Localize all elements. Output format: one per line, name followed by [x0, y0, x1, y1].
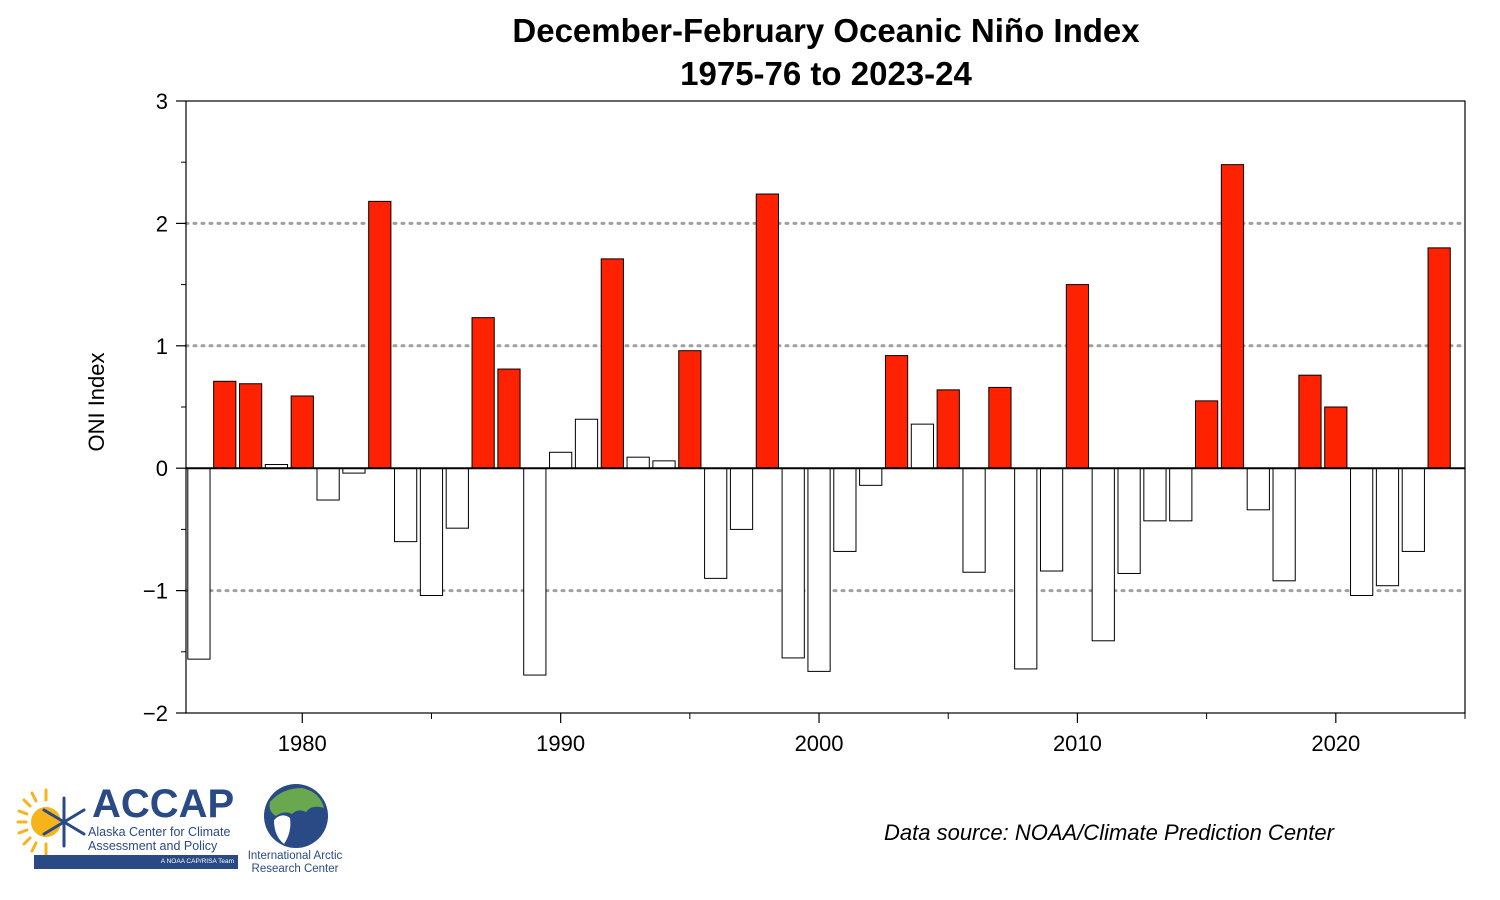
y-tick-label: −2 — [143, 701, 168, 726]
bar-2003 — [884, 355, 909, 469]
accap-name: ACCAP — [92, 782, 235, 826]
accap-tagline: A NOAA CAP/RISA Team — [34, 855, 238, 869]
bar-2014 — [1169, 467, 1193, 522]
bar-1991 — [574, 418, 599, 469]
bar-2006 — [962, 467, 986, 573]
bar-2016 — [1220, 164, 1245, 469]
bar-2012 — [1117, 467, 1141, 574]
x-tick-label: 1990 — [536, 731, 585, 756]
bar-1978 — [238, 383, 263, 469]
bar-1999 — [781, 467, 805, 659]
bar-1983 — [368, 200, 392, 469]
bar-2002 — [859, 467, 883, 486]
bar-2007 — [988, 386, 1012, 469]
bar-2020 — [1324, 406, 1348, 469]
bar-2019 — [1298, 374, 1322, 469]
bar-2010 — [1065, 284, 1090, 469]
bar-1994 — [652, 460, 676, 469]
x-tick-label: 2000 — [795, 731, 844, 756]
bar-1985 — [419, 467, 444, 596]
bar-1998 — [755, 193, 779, 469]
bar-1992 — [600, 258, 624, 469]
bar-1984 — [394, 467, 418, 543]
y-tick-label: 0 — [156, 456, 168, 481]
y-axis-label: ONI Index — [84, 352, 109, 451]
y-tick-label: 1 — [156, 334, 168, 359]
bar-1987 — [471, 317, 495, 469]
accap-line-2: Assessment and Policy — [88, 839, 218, 853]
bar-1996 — [704, 467, 728, 579]
accap-subtitle: Alaska Center for Climate Assessment and… — [88, 825, 230, 853]
x-tick-label: 2020 — [1311, 731, 1360, 756]
iarc-name: International Arctic Research Center — [236, 850, 354, 876]
bar-2023 — [1401, 467, 1425, 552]
chart-title: December-February Oceanic Niño Index — [512, 12, 1140, 49]
bar-1993 — [626, 456, 650, 469]
x-tick-label: 1980 — [278, 731, 327, 756]
y-tick-label: −1 — [143, 579, 168, 604]
chart-subtitle: 1975-76 to 2023-24 — [680, 55, 972, 92]
bar-2024 — [1427, 247, 1451, 469]
bar-2001 — [833, 467, 857, 552]
bars — [187, 164, 1451, 676]
bar-2004 — [910, 423, 935, 469]
bar-2009 — [1039, 467, 1064, 572]
y-tick-label: 2 — [156, 211, 168, 236]
bar-2021 — [1350, 467, 1374, 596]
bar-1995 — [678, 350, 702, 469]
accap-line-1: Alaska Center for Climate — [88, 825, 231, 839]
bar-1976 — [187, 467, 211, 660]
bar-1989 — [523, 467, 547, 676]
y-axis: −2 −1 0 1 2 3 — [143, 89, 186, 726]
bar-1977 — [213, 380, 237, 469]
y-tick-label: 3 — [156, 89, 168, 114]
bar-2000 — [807, 467, 831, 672]
bar-2005 — [936, 389, 960, 469]
accap-logo-icon — [16, 788, 86, 856]
bar-2017 — [1246, 467, 1270, 511]
bar-1980 — [290, 395, 314, 469]
iarc-globe-icon — [264, 784, 328, 848]
bar-1990 — [549, 451, 573, 469]
bar-1997 — [729, 467, 754, 530]
bar-2018 — [1272, 467, 1296, 582]
bar-2011 — [1091, 467, 1115, 642]
iarc-line-1: International Arctic — [247, 850, 343, 862]
data-source-note: Data source: NOAA/Climate Prediction Cen… — [884, 820, 1334, 845]
bar-1981 — [316, 467, 340, 501]
bar-1986 — [445, 467, 469, 529]
bar-2008 — [1014, 467, 1038, 670]
iarc-line-2: Research Center — [251, 863, 339, 875]
x-tick-label: 2010 — [1053, 731, 1102, 756]
x-axis: 1980 1990 2000 2010 2020 — [278, 713, 1466, 756]
bar-2022 — [1375, 467, 1400, 587]
bar-1988 — [497, 368, 521, 469]
bar-2013 — [1143, 467, 1167, 522]
bar-2015 — [1195, 400, 1219, 469]
